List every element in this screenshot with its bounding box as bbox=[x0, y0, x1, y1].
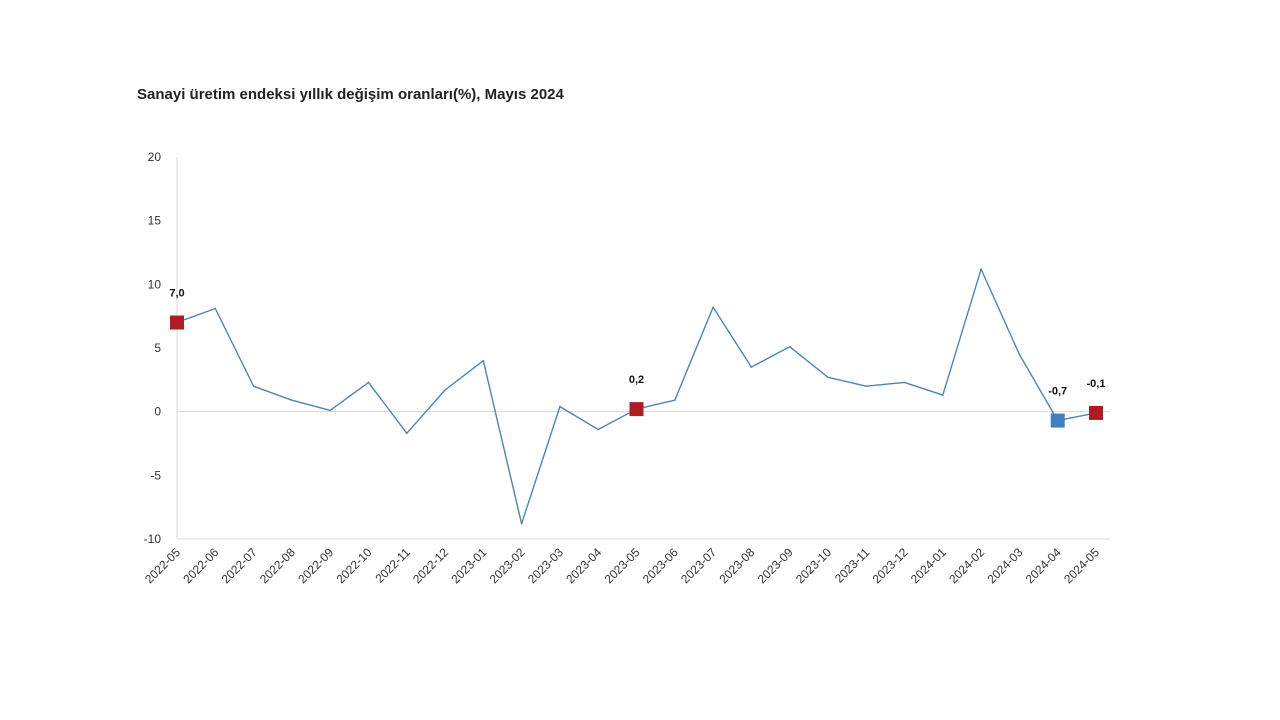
x-tick-label: 2024-05 bbox=[1061, 545, 1102, 586]
data-point bbox=[673, 399, 676, 402]
data-label: -0,7 bbox=[1048, 386, 1067, 398]
x-tick-label: 2023-10 bbox=[793, 545, 834, 586]
x-tick-label: 2024-01 bbox=[908, 545, 949, 586]
data-point bbox=[750, 366, 753, 368]
data-label: 7,0 bbox=[169, 288, 184, 300]
axis-layer: -10-5051015202022-052022-062022-072022-0… bbox=[142, 150, 1110, 586]
x-tick-label: 2023-07 bbox=[678, 545, 719, 586]
x-tick-label: 2022-10 bbox=[334, 545, 375, 586]
data-point bbox=[980, 268, 982, 270]
data-point bbox=[903, 381, 906, 384]
x-tick-label: 2022-11 bbox=[372, 545, 413, 586]
x-tick-label: 2023-03 bbox=[525, 545, 566, 586]
data-point bbox=[520, 522, 523, 525]
x-tick-label: 2023-04 bbox=[563, 545, 604, 586]
y-tick-label: 5 bbox=[154, 341, 161, 355]
data-point bbox=[444, 389, 446, 391]
label-layer: 7,0 0,2 -0,7 -0,1 bbox=[169, 288, 1105, 398]
chart-title: Sanayi üretim endeksi yıllık değişim ora… bbox=[137, 86, 564, 103]
data-label: -0,1 bbox=[1087, 378, 1106, 390]
x-tick-label: 2022-06 bbox=[180, 545, 221, 586]
x-tick-label: 2023-05 bbox=[602, 545, 643, 586]
data-point bbox=[597, 428, 600, 431]
data-point bbox=[865, 385, 868, 388]
x-tick-label: 2022-08 bbox=[257, 545, 298, 586]
data-point bbox=[942, 394, 944, 396]
data-point bbox=[827, 376, 829, 379]
y-tick-label: 0 bbox=[154, 405, 161, 419]
x-tick-label: 2023-11 bbox=[832, 545, 873, 586]
data-point bbox=[788, 345, 791, 348]
data-point bbox=[214, 307, 217, 310]
data-point bbox=[367, 381, 370, 384]
highlight-marker bbox=[170, 315, 184, 330]
x-tick-label: 2024-03 bbox=[984, 545, 1025, 586]
y-tick-label: -10 bbox=[144, 532, 162, 546]
line-layer bbox=[176, 268, 1097, 525]
data-point bbox=[291, 399, 293, 402]
data-point bbox=[712, 306, 714, 309]
highlight-marker bbox=[629, 402, 644, 417]
data-point bbox=[252, 385, 255, 388]
x-tick-label: 2023-12 bbox=[870, 545, 911, 586]
x-tick-label: 2023-02 bbox=[487, 545, 528, 586]
data-point bbox=[559, 405, 561, 408]
x-tick-label: 2023-06 bbox=[640, 545, 681, 586]
x-tick-label: 2024-04 bbox=[1023, 545, 1064, 586]
x-tick-label: 2022-12 bbox=[410, 545, 451, 586]
x-tick-label: 2024-02 bbox=[946, 545, 987, 586]
y-tick-label: 15 bbox=[148, 214, 162, 228]
x-tick-label: 2023-08 bbox=[716, 545, 757, 586]
x-tick-label: 2022-09 bbox=[295, 545, 336, 586]
highlight-marker bbox=[1089, 405, 1103, 420]
y-tick-label: 10 bbox=[148, 277, 162, 291]
data-point bbox=[405, 432, 408, 435]
x-tick-label: 2022-05 bbox=[142, 545, 183, 586]
marker-layer bbox=[170, 315, 1103, 428]
data-point bbox=[1018, 353, 1021, 356]
x-tick-label: 2022-07 bbox=[219, 545, 260, 586]
data-point bbox=[329, 409, 331, 412]
y-tick-label: -5 bbox=[150, 468, 161, 482]
x-tick-label: 2023-01 bbox=[448, 545, 489, 586]
highlight-marker bbox=[1050, 413, 1065, 428]
y-tick-label: 20 bbox=[148, 150, 162, 164]
series-line bbox=[176, 268, 1097, 525]
data-point bbox=[482, 359, 485, 362]
x-tick-label: 2023-09 bbox=[755, 545, 796, 586]
data-label: 0,2 bbox=[629, 374, 644, 386]
